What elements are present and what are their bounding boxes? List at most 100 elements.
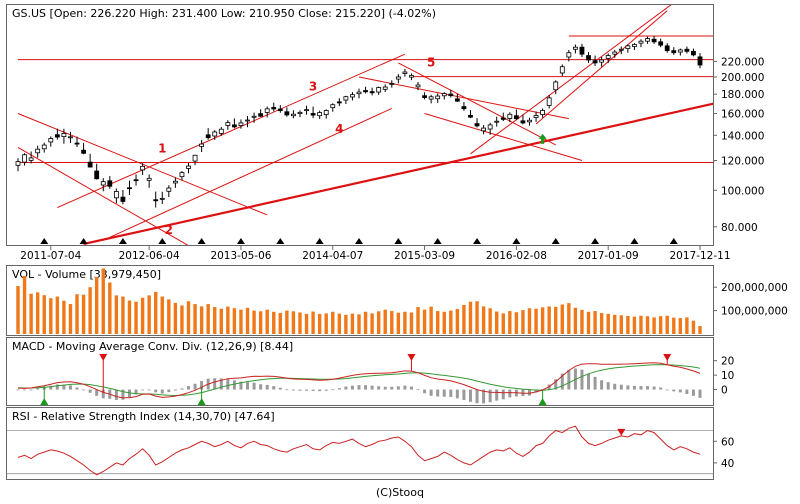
price-y-tick-label: 200.000: [721, 72, 764, 84]
volume-bar: [35, 292, 40, 334]
candle: [645, 38, 650, 42]
volume-bar: [422, 309, 427, 334]
volume-bar: [429, 306, 433, 334]
candle: [192, 154, 198, 162]
candle: [540, 110, 546, 115]
volume-bar: [652, 317, 656, 334]
period-marker-icon: [236, 238, 245, 244]
macd-histogram-bar: [659, 387, 663, 390]
volume-bar: [173, 302, 178, 334]
candle: [546, 97, 552, 106]
candle: [363, 90, 368, 93]
candle: [481, 127, 486, 132]
volume-bar: [593, 311, 597, 334]
macd-histogram-bar: [95, 389, 99, 396]
candle: [153, 199, 159, 202]
date-tick-label: 2017-12-11: [669, 250, 730, 262]
trend-line-group: [15, 5, 713, 245]
rsi-y-tick-label: 40: [721, 458, 734, 470]
candle: [205, 134, 211, 139]
macd-y-tick-label: 0: [721, 385, 728, 397]
volume-bar: [639, 315, 643, 334]
macd-histogram-bar: [141, 389, 145, 391]
macd-histogram-bar: [259, 384, 263, 390]
trend-line: [398, 62, 556, 146]
macd-histogram-bar: [75, 387, 79, 390]
buy-signal-icon: [197, 398, 206, 405]
candle: [284, 111, 290, 116]
macd-histogram-bar: [147, 389, 151, 391]
price-y-tick-label: 180.000: [721, 89, 764, 101]
volume-bar: [672, 317, 676, 334]
volume-bar: [42, 295, 46, 334]
volume-panel-frame: [6, 265, 714, 336]
period-marker-icon: [315, 238, 324, 244]
candle: [35, 148, 41, 154]
volume-bar: [68, 304, 73, 334]
macd-histogram-bar: [560, 373, 564, 390]
volume-bar: [272, 311, 276, 334]
trend-line: [109, 107, 392, 238]
period-marker-icon: [591, 238, 600, 244]
candle: [671, 50, 677, 54]
volume-bar: [304, 313, 309, 334]
candle: [140, 165, 145, 171]
volume-bar: [508, 311, 512, 334]
candle: [415, 84, 421, 88]
macd-histogram-bar: [62, 384, 66, 390]
date-tick-label: 2015-03-09: [394, 250, 455, 262]
macd-histogram-bar: [678, 389, 682, 393]
candle: [632, 44, 637, 47]
wave-label: 5: [427, 56, 435, 70]
volume-bar: [580, 309, 584, 334]
volume-bar: [403, 311, 407, 334]
macd-histogram-bar: [154, 389, 158, 393]
period-marker-icon: [197, 238, 206, 244]
macd-histogram-bar: [672, 389, 676, 392]
volume-bar: [626, 315, 630, 334]
volume-panel-title: VOL - Volume [33,979,450]: [12, 268, 161, 281]
macd-histogram-bar: [114, 389, 118, 400]
candle: [41, 144, 47, 150]
candle: [697, 56, 703, 66]
volume-bar: [219, 308, 223, 334]
volume-bar: [527, 308, 532, 334]
macd-histogram-bar: [646, 386, 650, 390]
candle: [435, 95, 441, 100]
volume-bar: [258, 311, 263, 334]
volume-bar: [449, 310, 453, 334]
volume-bar: [265, 309, 269, 334]
volume-bar: [29, 293, 33, 334]
macd-histogram-bar: [534, 389, 538, 393]
buy-arrow-icon: [538, 133, 547, 144]
volume-bar: [55, 296, 60, 334]
candle: [297, 111, 303, 114]
macd-histogram-bar: [246, 382, 250, 390]
macd-histogram-bar: [350, 385, 354, 390]
macd-histogram-bar: [613, 383, 617, 390]
macd-histogram-bar: [291, 389, 295, 391]
volume-bar: [613, 314, 617, 334]
volume-bar: [455, 308, 460, 334]
volume-bar: [94, 276, 99, 334]
axis-labels: 220.000200.000180.000160.000140.000120.0…: [20, 56, 788, 469]
macd-histogram-bar: [226, 378, 230, 390]
candle: [304, 109, 309, 112]
date-tick-label: 2012-06-04: [119, 250, 180, 262]
volume-bar: [370, 313, 374, 334]
macd-histogram-bar: [49, 385, 53, 390]
volume-bar: [344, 314, 348, 334]
candle: [389, 83, 395, 85]
candle: [448, 93, 454, 97]
price-y-tick-label: 160.000: [721, 108, 764, 120]
macd-histogram-bar: [416, 389, 420, 391]
candle: [87, 161, 93, 168]
rsi-panel-title: RSI - Relative Strength Index (14,30,70)…: [12, 410, 275, 423]
candle: [579, 46, 585, 55]
period-marker-icon: [630, 238, 639, 244]
candle: [376, 87, 382, 93]
candle: [468, 114, 473, 118]
volume-bar: [363, 311, 368, 334]
macd-histogram-bar: [252, 382, 256, 390]
price-y-tick-label: 140.000: [721, 130, 764, 142]
